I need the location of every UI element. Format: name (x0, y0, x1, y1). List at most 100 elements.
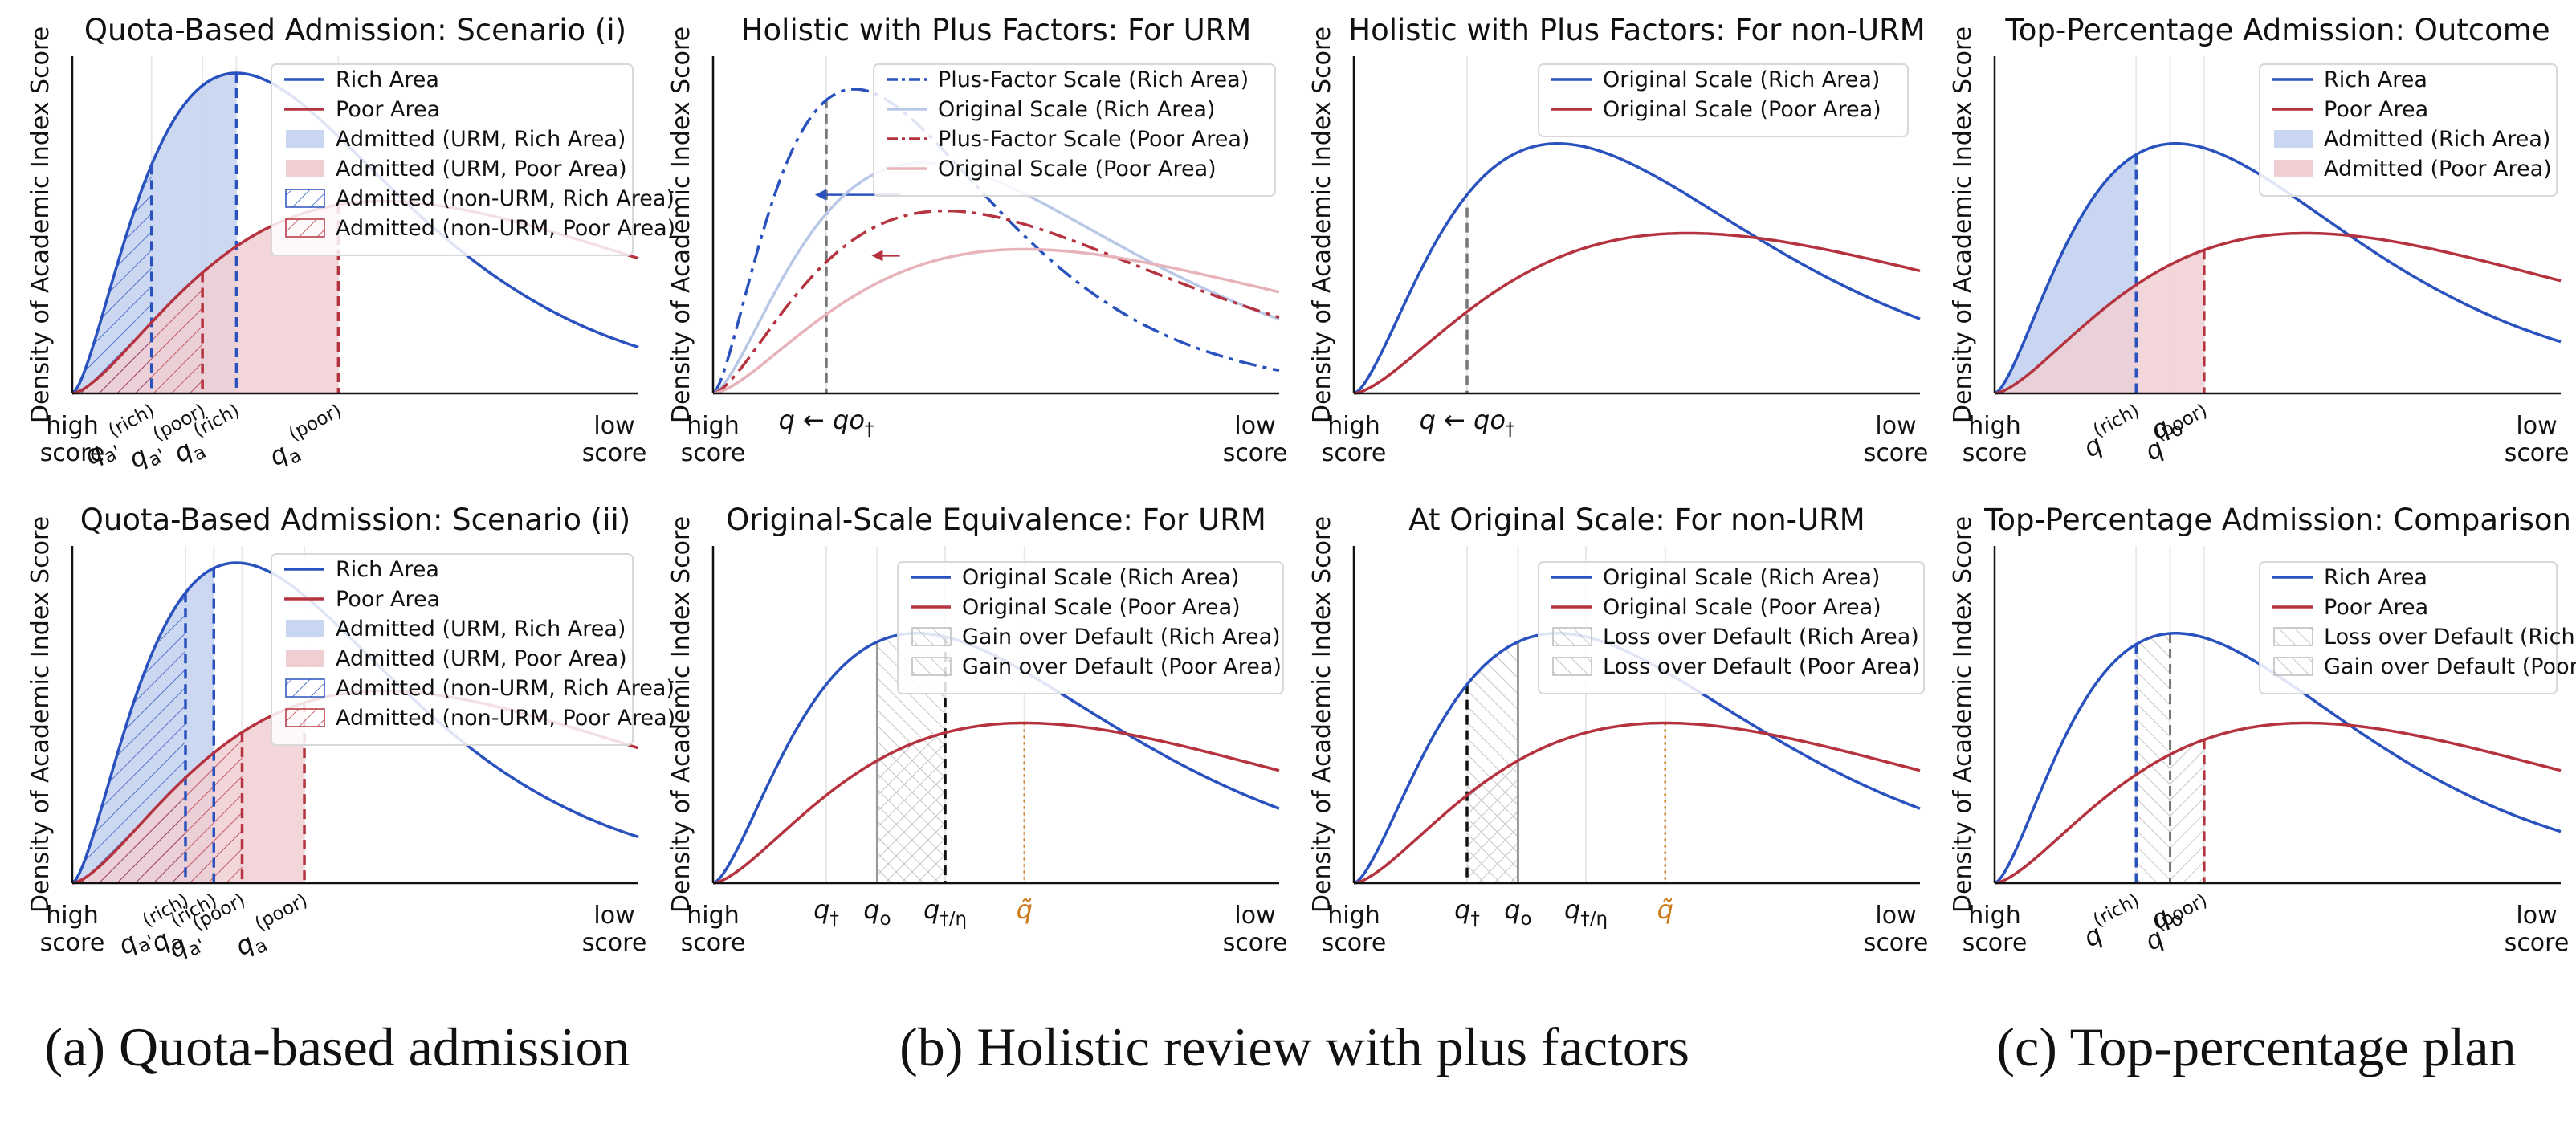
x-end-label-left: score (681, 929, 746, 957)
chart-panel-3: Holistic with Plus Factors: For non-URM D… (1308, 13, 1928, 467)
legend-entry: Admitted (non-URM, Rich Area) (336, 186, 675, 211)
series-line (1994, 721, 2562, 885)
series-line (712, 209, 1280, 395)
x-end-label-left: high (1968, 902, 2020, 930)
x-end-label-left: high (1327, 902, 1380, 930)
legend: Rich Area Poor Area Admitted (Rich Area) Ad… (2259, 63, 2558, 197)
loss-poor-area (1467, 760, 1518, 883)
x-end-label-right: low (2516, 412, 2557, 440)
marker-label: q ← qo† (779, 405, 874, 440)
chart-panel-6: Original-Scale Equivalence: For URM Densi… (667, 503, 1287, 957)
series-line (1353, 231, 1921, 395)
y-axis-label: Density of Academic Index Score (1949, 26, 1977, 423)
marker-label: q(poor) (2137, 890, 2219, 956)
x-end-label-right: low (593, 412, 634, 440)
y-axis-label: Density of Academic Index Score (667, 516, 695, 913)
legend-entry: Admitted (non-URM, Rich Area) (336, 676, 675, 701)
x-end-label-right: low (593, 902, 634, 930)
series-line (1353, 142, 1921, 395)
legend: Rich Area Poor Area Loss over Default (Ric… (2259, 561, 2576, 694)
legend-swatch (1552, 657, 1592, 676)
legend-swatch (285, 708, 325, 727)
legend-box (2259, 63, 2558, 197)
chart-panel-4: Top-Percentage Admission: Outcome Density… (1949, 13, 2569, 467)
legend-entry: Original Scale (Poor Area) (962, 595, 1241, 620)
legend-entry: Loss over Default (Rich Area) (2324, 625, 2576, 650)
x-end-label-right: low (2516, 902, 2557, 930)
legend: Original Scale (Rich Area) Original Scale… (897, 561, 1284, 694)
chart-panel-2: Holistic with Plus Factors: For URM Densi… (667, 13, 1287, 467)
legend-entry: Admitted (URM, Rich Area) (336, 617, 626, 641)
marker-label: qa(poor) (261, 400, 355, 476)
y-axis-label: Density of Academic Index Score (667, 26, 695, 423)
legend-entry: Gain over Default (Poor Area) (962, 654, 1282, 679)
legend-swatch (286, 160, 324, 177)
legend-box (873, 63, 1276, 197)
x-end-label-right: score (2505, 929, 2570, 957)
chart-title: Holistic with Plus Factors: For URM (741, 13, 1252, 47)
legend-entry: Gain over Default (Rich Area) (962, 625, 1281, 650)
y-axis-label: Density of Academic Index Score (1949, 516, 1977, 913)
legend: Rich Area Poor Area Admitted (URM, Rich Ar… (271, 63, 675, 256)
x-end-label-left: high (687, 902, 739, 930)
gain-poor-area (877, 732, 946, 883)
x-end-label-right: score (2505, 439, 2570, 467)
legend-entry: Rich Area (2324, 67, 2427, 92)
admitted-nonurm-poor-area (72, 272, 203, 393)
loss-rich-area (2136, 633, 2170, 883)
chart-title: Top-Percentage Admission: Outcome (2004, 13, 2550, 47)
legend-box (2259, 561, 2558, 694)
legend: Original Scale (Rich Area) Original Scale… (1538, 561, 1925, 694)
chart-title: Quota-Based Admission: Scenario (ii) (80, 503, 630, 537)
chart-panel-7: At Original Scale: For non-URM Density of… (1308, 503, 1928, 957)
legend-swatch (286, 650, 324, 667)
marker-label: qo (863, 894, 891, 930)
x-end-label-left: score (681, 439, 746, 467)
chart-title: At Original Scale: For non-URM (1408, 503, 1865, 537)
marker-label: q̃ (1657, 894, 1673, 925)
legend-entry: Rich Area (336, 67, 439, 92)
x-end-label-right: score (1864, 439, 1929, 467)
legend-entry: Admitted (Poor Area) (2324, 157, 2552, 181)
legend-entry: Plus-Factor Scale (Poor Area) (938, 127, 1249, 152)
series-line (1353, 721, 1921, 885)
marker-label: q†/η (923, 894, 967, 930)
marker-label: q̃ (1017, 894, 1033, 925)
legend-swatch (286, 620, 324, 637)
legend-entry: Poor Area (336, 97, 440, 122)
x-end-label-left: high (1968, 412, 2020, 440)
legend-swatch (2274, 160, 2313, 177)
x-end-label-left: high (687, 412, 739, 440)
legend-swatch (285, 189, 325, 208)
chart-panel-5: Quota-Based Admission: Scenario (ii) Dens… (26, 503, 675, 964)
caption-c: (c) Top-percentage plan (1996, 1016, 2517, 1077)
legend-entry: Original Scale (Poor Area) (1603, 97, 1881, 122)
chart-panel-8: Top-Percentage Admission: ComparisonDens… (1949, 503, 2576, 957)
legend-swatch (285, 218, 325, 238)
chart-title: Top-Percentage Admission: Comparison (1983, 503, 2571, 537)
x-end-label-left: high (46, 902, 98, 930)
legend-entry: Plus-Factor Scale (Rich Area) (938, 67, 1249, 92)
series-line (712, 721, 1280, 885)
caption-b: (b) Holistic review with plus factors (899, 1016, 1689, 1077)
legend-swatch (2273, 627, 2313, 646)
x-end-label-right: low (1875, 412, 1916, 440)
series-line (1994, 231, 2562, 395)
marker-label: q(rich) (2076, 890, 2150, 953)
legend-entry: Admitted (non-URM, Poor Area) (336, 706, 675, 731)
legend-swatch (286, 130, 324, 148)
x-end-label-right: score (1223, 929, 1288, 957)
marker-label: q ← qo† (1420, 405, 1515, 440)
x-end-label-right: low (1234, 412, 1275, 440)
legend-entry: Gain over Default (Poor Area) (2324, 654, 2576, 679)
x-end-label-left: score (40, 929, 105, 957)
chart-title: Original-Scale Equivalence: For URM (726, 503, 1266, 537)
marker-label: q†/η (1564, 894, 1608, 930)
legend-swatch (911, 657, 952, 676)
x-end-label-left: score (1963, 929, 2028, 957)
legend-entry: Loss over Default (Poor Area) (1603, 654, 1920, 679)
legend-entry: Admitted (non-URM, Poor Area) (336, 216, 675, 241)
y-axis-label: Density of Academic Index Score (26, 26, 55, 423)
x-end-label-left: high (46, 412, 98, 440)
